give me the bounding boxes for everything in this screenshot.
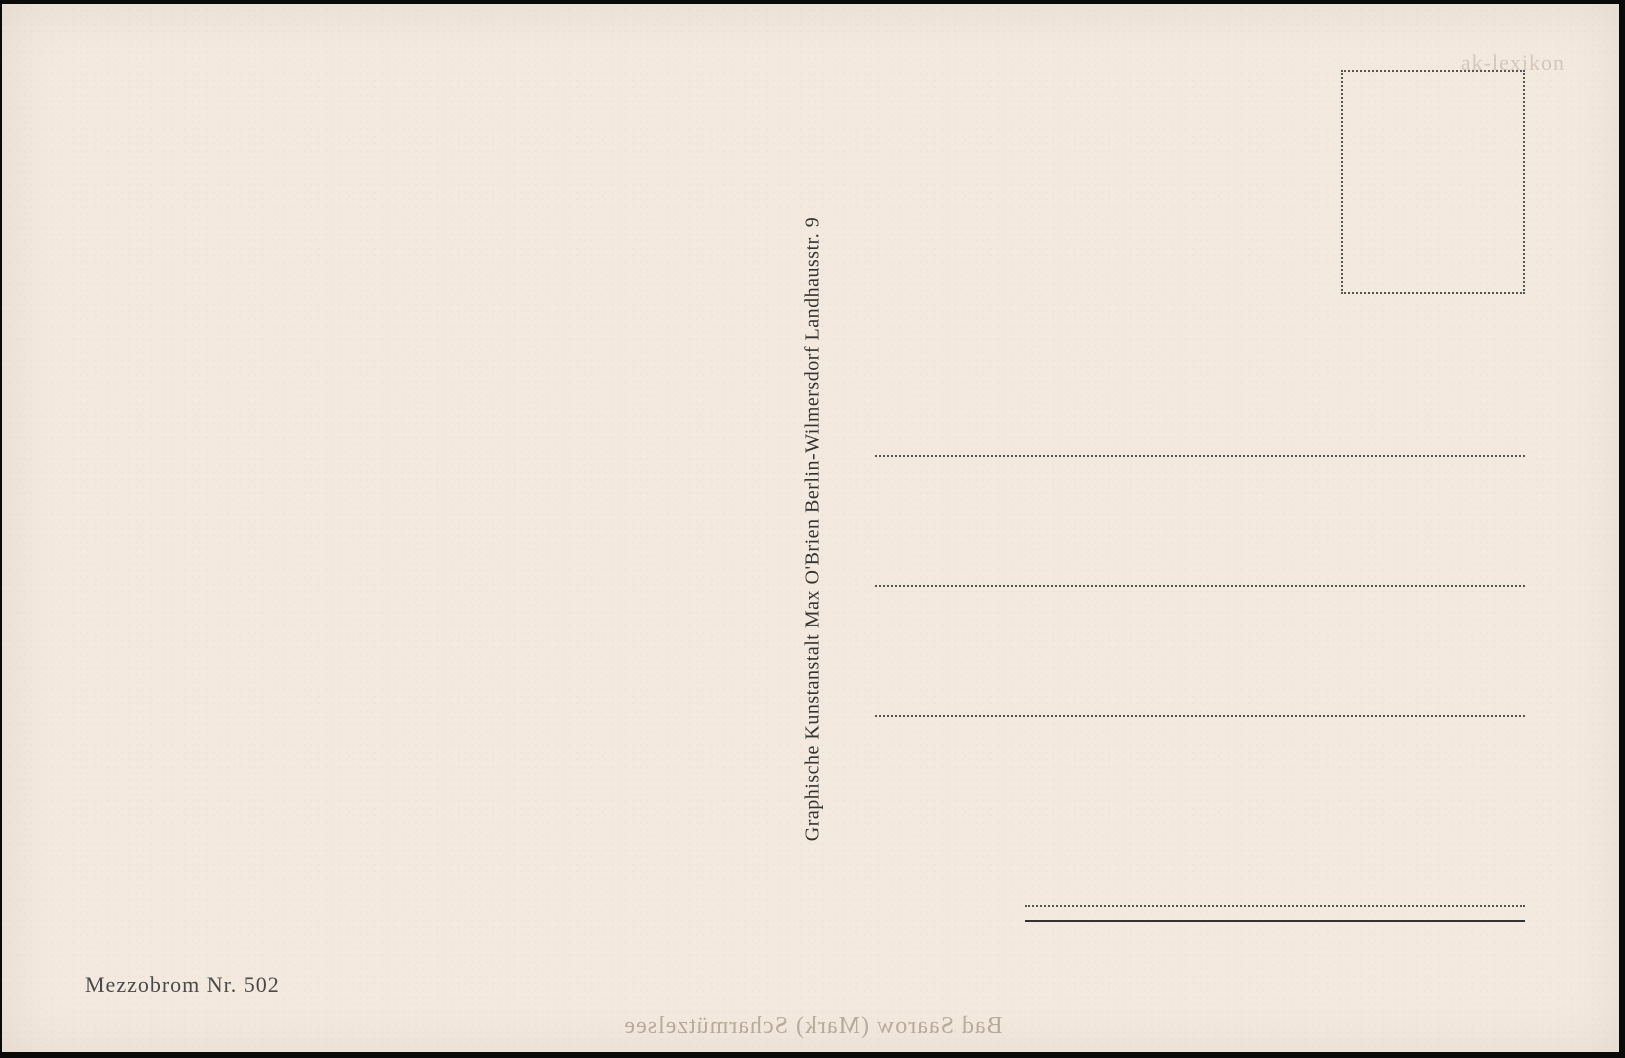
- address-line-4: [1025, 905, 1525, 907]
- postcard-back: ak-lexikon Graphische Kunstanstalt Max O…: [0, 0, 1625, 1058]
- stamp-placeholder: [1341, 70, 1525, 294]
- publisher-imprint: Graphische Kunstanstalt Max O'Brien Berl…: [801, 217, 824, 841]
- series-number: Mezzobrom Nr. 502: [85, 972, 280, 998]
- card-edge-bottom: [0, 1052, 1625, 1058]
- card-edge-right: [1619, 0, 1625, 1058]
- address-underline: [1025, 920, 1525, 922]
- mirrored-caption: Bad Saarow (Mark) Scharmützelsee: [623, 1013, 1002, 1040]
- card-edge-top: [0, 0, 1625, 4]
- address-line-3: [875, 715, 1525, 717]
- card-edge-left: [0, 0, 2, 1058]
- address-line-1: [875, 455, 1525, 457]
- address-line-2: [875, 585, 1525, 587]
